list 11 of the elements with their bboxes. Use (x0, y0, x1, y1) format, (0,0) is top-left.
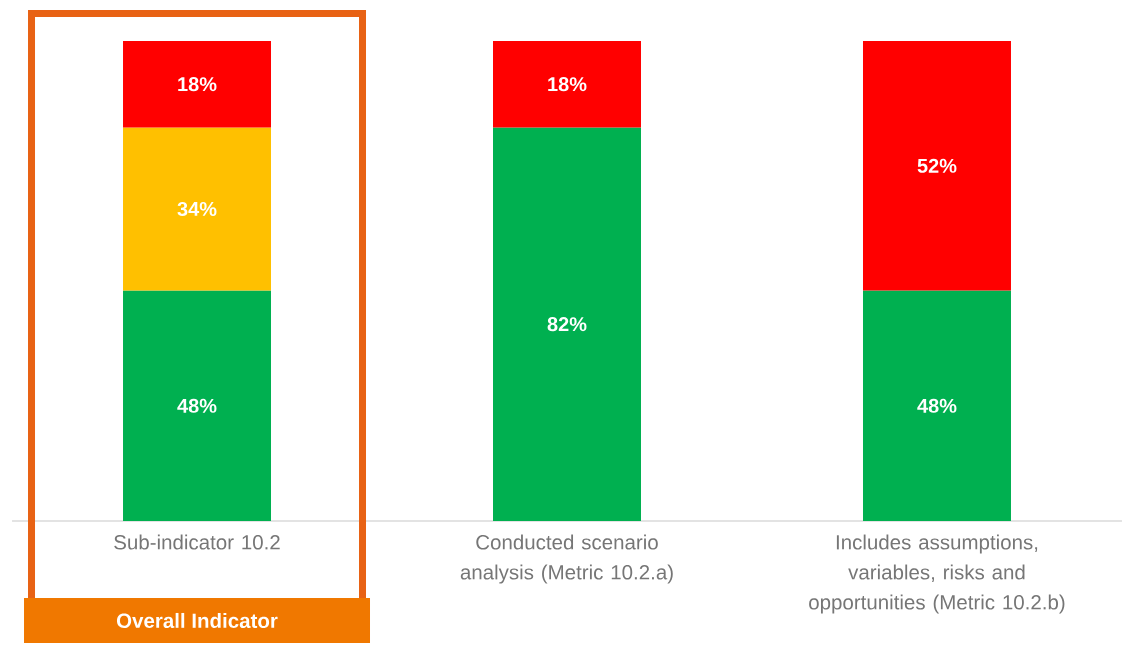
data-label: 82% (547, 317, 587, 332)
x-tick-label: Sub-indicator 10.2 (114, 534, 280, 550)
text: Overall Indicator (116, 612, 278, 629)
x-tick-label: Conducted scenario analysis (Metric 10.2.a) (460, 534, 673, 584)
data-label: 48% (917, 398, 957, 413)
x-tick-label: Includes assumptions, variables, risks and opportunities (Metric 10.2.b) (809, 534, 1065, 614)
data-label: 18% (178, 77, 217, 92)
data-label: 34% (177, 201, 217, 217)
data-label: 48% (177, 398, 217, 413)
data-label: 52% (917, 158, 957, 173)
data-label: 18% (548, 77, 587, 92)
